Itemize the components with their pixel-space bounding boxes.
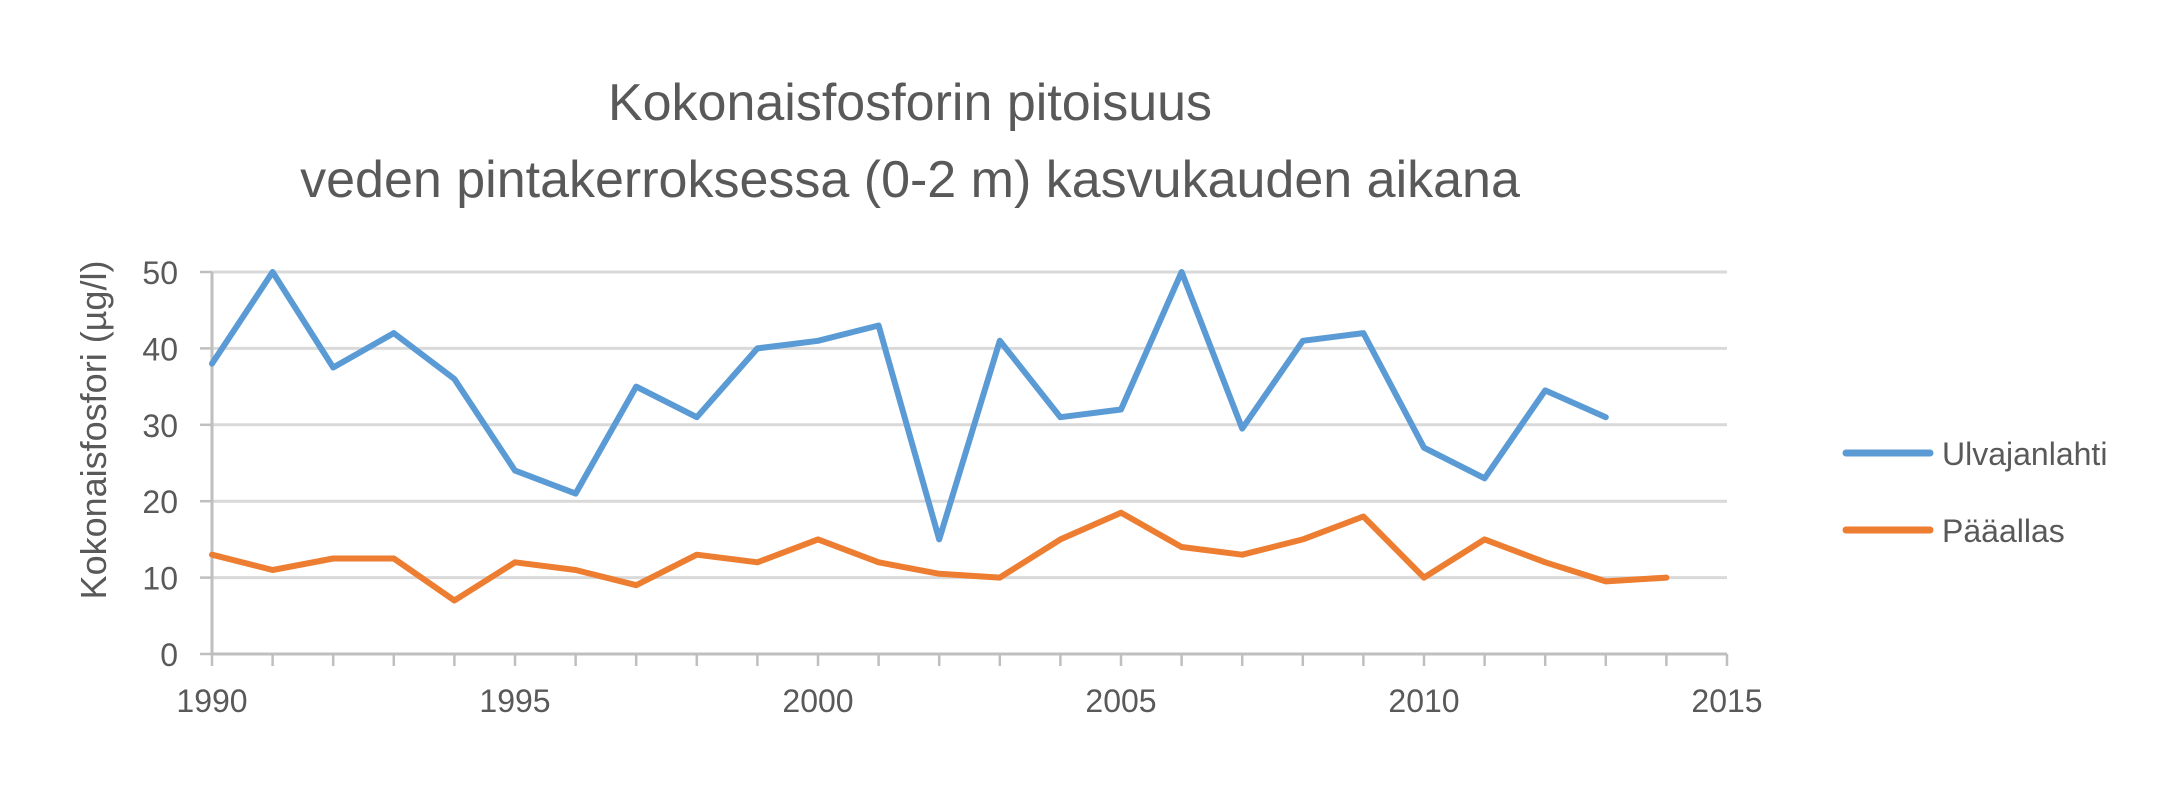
x-tick-label: 1995 xyxy=(479,683,550,719)
chart-title-line-1: Kokonaisfosforin pitoisuus xyxy=(608,74,1212,132)
x-tick-label: 2015 xyxy=(1691,683,1762,719)
x-tick-label: 2010 xyxy=(1388,683,1459,719)
y-axis-ticks: 0 10 20 30 40 50 xyxy=(142,255,178,673)
y-axis-title: Kokonaisfosfori (µg/l) xyxy=(73,261,114,600)
legend-label: Pääallas xyxy=(1942,513,2065,549)
legend: Ulvajanlahti Pääallas xyxy=(1842,436,2107,549)
series-line-1 xyxy=(209,269,1609,543)
x-tick-label: 2005 xyxy=(1085,683,1156,719)
chart-title-line-2: veden pintakerroksessa (0-2 m) kasvukaud… xyxy=(300,151,1520,209)
x-axis-ticks: 1990 1995 2000 2005 2010 2015 xyxy=(176,683,1762,719)
y-tick-label: 50 xyxy=(142,255,178,291)
y-tick-label: 20 xyxy=(142,484,178,520)
series-line-2 xyxy=(209,509,1670,604)
x-tick-label: 1990 xyxy=(176,683,247,719)
y-tick-label: 30 xyxy=(142,408,178,444)
chart-title: Kokonaisfosforin pitoisuus veden pintake… xyxy=(300,74,1520,209)
y-tick-label: 40 xyxy=(142,331,178,367)
y-tick-label: 10 xyxy=(142,561,178,597)
series-lines xyxy=(209,269,1670,604)
axes xyxy=(200,270,1729,666)
legend-label: Ulvajanlahti xyxy=(1942,436,2107,472)
x-tick-label: 2000 xyxy=(782,683,853,719)
y-tick-label: 0 xyxy=(160,637,178,673)
gridlines xyxy=(212,270,1727,580)
